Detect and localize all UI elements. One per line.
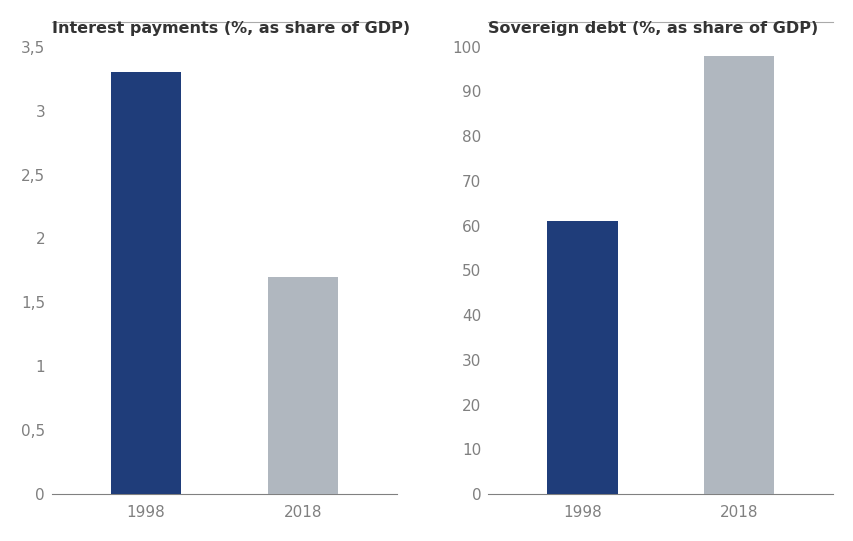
Bar [547,221,617,494]
Text: Sovereign debt (%, as share of GDP): Sovereign debt (%, as share of GDP) [488,21,817,36]
Bar [267,277,338,494]
Bar [703,56,774,494]
Bar [111,72,181,494]
Text: Interest payments (%, as share of GDP): Interest payments (%, as share of GDP) [52,21,409,36]
